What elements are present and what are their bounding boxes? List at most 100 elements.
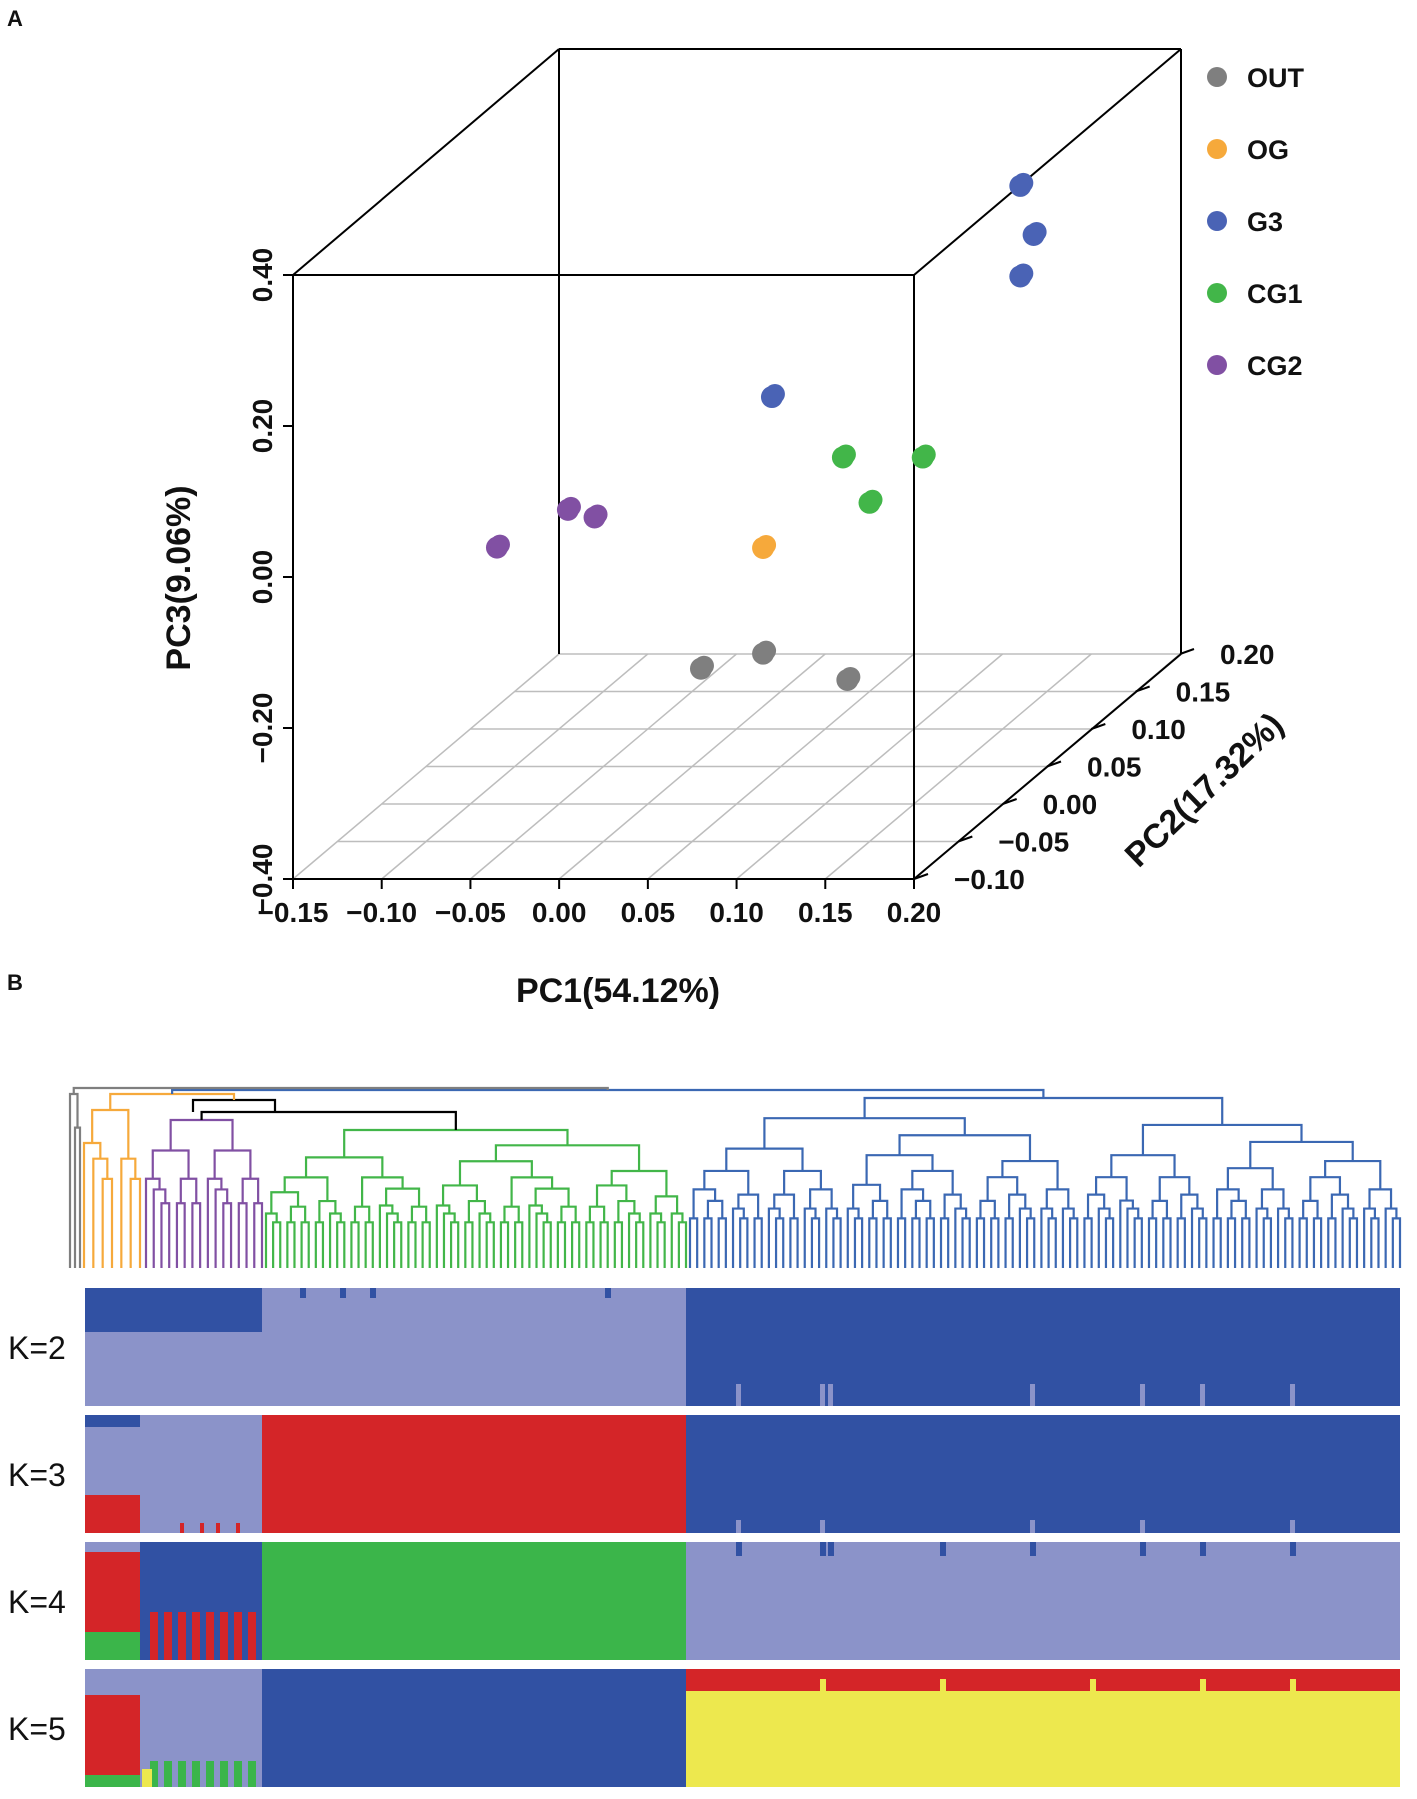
dendrogram-branch bbox=[1276, 1207, 1290, 1268]
dendrogram-branch bbox=[503, 1205, 520, 1223]
dendrogram-branch bbox=[613, 1221, 624, 1268]
dendrogram-branch bbox=[595, 1184, 628, 1207]
dendrogram-branch bbox=[361, 1176, 404, 1207]
admixture-block bbox=[206, 1612, 214, 1660]
dendrogram-branch bbox=[688, 1217, 699, 1268]
legend-marker-cg2 bbox=[1207, 355, 1227, 375]
dendrogram-branch bbox=[753, 1217, 763, 1268]
dendrogram-branch bbox=[939, 1217, 950, 1268]
dendrogram-branch bbox=[617, 1199, 636, 1223]
z-tick-label: −0.05 bbox=[998, 827, 1069, 858]
dendrogram-branch bbox=[670, 1212, 684, 1268]
tick-labels: −0.15 −0.10 −0.05 0.00 0.05 0.10 0.15 0.20 −0.40… bbox=[247, 248, 1275, 928]
dendrogram-branch bbox=[1040, 1207, 1054, 1268]
admixture-block bbox=[220, 1612, 228, 1660]
admixture-block bbox=[820, 1384, 825, 1406]
admixture-block bbox=[686, 1415, 1400, 1533]
dendrogram-branch bbox=[763, 1117, 966, 1149]
dendrogram-branch bbox=[1147, 1217, 1158, 1268]
dendrogram-branch bbox=[986, 1176, 1019, 1201]
dendrogram-branch bbox=[467, 1199, 486, 1223]
dendrogram-branch bbox=[803, 1207, 817, 1268]
admixture-block bbox=[178, 1612, 186, 1660]
dendrogram-branch bbox=[68, 1092, 79, 1268]
dendrogram-branch bbox=[82, 1141, 102, 1268]
pca-point-cg1 bbox=[862, 489, 883, 510]
dendrogram-branch bbox=[1025, 1217, 1036, 1268]
dendrogram-branch bbox=[343, 1128, 569, 1158]
legend-label-out: OUT bbox=[1247, 63, 1305, 93]
dendrogram-branch bbox=[213, 1149, 252, 1179]
admixture-block bbox=[85, 1495, 140, 1533]
dendrogram-branch bbox=[237, 1202, 248, 1268]
pca-point-out bbox=[756, 640, 777, 661]
admixture-block bbox=[234, 1761, 242, 1787]
legend: OUT OG G3 CG1 CG2 bbox=[1207, 63, 1305, 381]
dendrogram-branch bbox=[1391, 1217, 1402, 1268]
dendrogram-branch bbox=[1018, 1207, 1032, 1268]
dendrogram-branch bbox=[535, 1212, 549, 1268]
admixture-block bbox=[605, 1288, 611, 1298]
dendrogram-branch bbox=[1061, 1207, 1075, 1268]
dendrogram-branch bbox=[393, 1221, 403, 1268]
dendrogram-branch bbox=[410, 1205, 428, 1223]
k-label: K=3 bbox=[8, 1457, 66, 1493]
dendrogram-branch bbox=[725, 1147, 804, 1171]
dendrogram-branch bbox=[677, 1221, 688, 1268]
dendrogram-branch bbox=[1241, 1217, 1251, 1268]
legend-marker-g3 bbox=[1207, 211, 1227, 231]
dendrogram-branch bbox=[882, 1217, 892, 1268]
z-tick-mark bbox=[957, 835, 973, 843]
dendrogram-branch bbox=[1119, 1199, 1134, 1268]
admixture-block bbox=[686, 1542, 1400, 1660]
dendrogram-branch bbox=[1302, 1199, 1319, 1219]
dendrogram-branch bbox=[863, 1096, 1224, 1125]
admixture-block bbox=[828, 1542, 834, 1556]
admixture-block bbox=[248, 1612, 256, 1660]
admixture-block bbox=[1030, 1542, 1036, 1556]
dendrogram-branch bbox=[852, 1183, 882, 1209]
admixture-block bbox=[262, 1542, 686, 1660]
x-axis-title: PC1(54.12%) bbox=[516, 972, 720, 1010]
y-tick-label: 0.40 bbox=[247, 248, 278, 303]
dendrogram-branch bbox=[1133, 1217, 1143, 1268]
dendrogram-branch bbox=[1341, 1207, 1355, 1268]
dendrogram-branch bbox=[731, 1207, 745, 1268]
z-tick-mark bbox=[1090, 723, 1106, 730]
dendrogram-branch bbox=[1047, 1217, 1057, 1268]
admixture-block bbox=[142, 1769, 152, 1787]
dendrogram-branch bbox=[809, 1188, 833, 1209]
legend-label-cg2: CG2 bbox=[1247, 351, 1303, 381]
dendrogram-branch bbox=[458, 1160, 533, 1186]
dendrogram-branch bbox=[1284, 1217, 1294, 1268]
dendrogram-branch bbox=[1255, 1207, 1269, 1268]
admixture-block bbox=[1290, 1520, 1295, 1533]
admixture-block bbox=[1090, 1679, 1096, 1691]
row-separator bbox=[85, 1406, 1400, 1415]
floor-grid bbox=[292, 653, 1181, 880]
dendrogram-branch bbox=[169, 1118, 234, 1151]
admixture-block bbox=[1030, 1520, 1035, 1533]
dendrogram-branch bbox=[599, 1221, 609, 1268]
dendrogram bbox=[68, 1086, 1402, 1268]
panel-label-b: B bbox=[7, 970, 23, 995]
dendrogram-branch bbox=[1008, 1193, 1027, 1219]
admixture-block bbox=[85, 1775, 140, 1787]
dendrogram-branch bbox=[214, 1188, 229, 1268]
admixture-block bbox=[140, 1669, 262, 1787]
legend-marker-og bbox=[1207, 139, 1227, 159]
dendrogram-branch bbox=[264, 1212, 278, 1268]
panel-label-a: A bbox=[7, 6, 23, 31]
dendrogram-branch bbox=[407, 1221, 417, 1268]
admixture-block bbox=[820, 1679, 826, 1691]
dendrogram-branch bbox=[1368, 1188, 1393, 1209]
admixture-block bbox=[1290, 1384, 1295, 1406]
dendrogram-branch bbox=[692, 1188, 717, 1219]
dendrogram-branch bbox=[1330, 1193, 1350, 1219]
dendrogram-branch bbox=[1045, 1188, 1070, 1209]
dendrogram-branch bbox=[1104, 1217, 1115, 1268]
y-axis-title: PC3(9.06%) bbox=[160, 485, 198, 670]
dendrogram-branch bbox=[1151, 1199, 1169, 1219]
k-labels: K=2 K=3 K=4 K=5 bbox=[8, 1330, 66, 1747]
pca-points bbox=[485, 172, 1047, 691]
